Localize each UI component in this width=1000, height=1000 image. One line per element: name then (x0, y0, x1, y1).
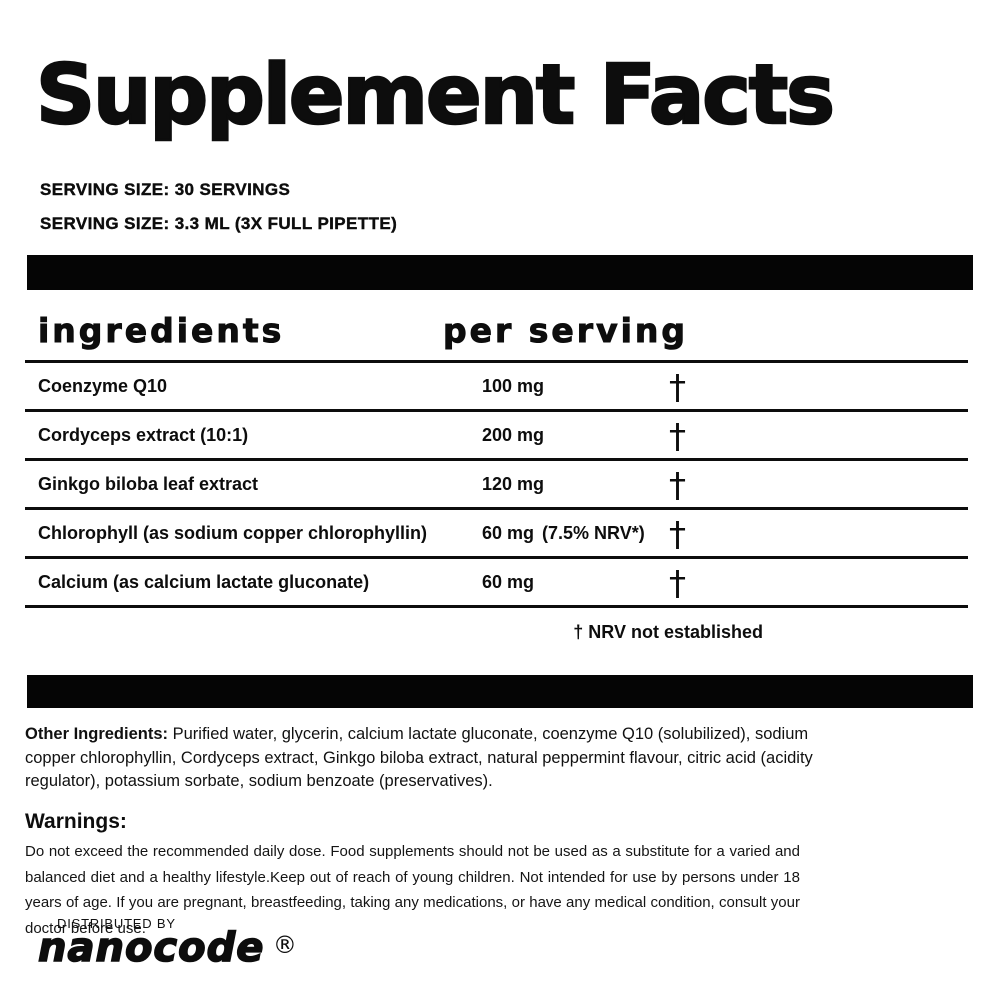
brand-wordmark: nanocode (37, 925, 265, 971)
ingredient-amount-value: 60 mg (482, 522, 535, 543)
column-header-per-serving: per serving (442, 311, 689, 351)
ingredient-name: Ginkgo biloba leaf extract (38, 473, 259, 494)
table-header-row: ingredients per serving (25, 296, 968, 363)
ingredient-amount: 60 mg (482, 571, 535, 592)
ingredient-name: Cordyceps extract (10:1) (38, 424, 249, 445)
ingredient-amount: 100 mg (482, 375, 545, 396)
other-ingredients-label: Other Ingredients: (25, 725, 169, 743)
ingredient-amount: 200 mg (482, 424, 545, 445)
dagger-symbol: † (669, 514, 686, 555)
dagger-symbol: † (669, 465, 686, 506)
nrv-footnote: † NRV not established (573, 622, 763, 642)
registered-trademark-icon: ® (272, 931, 297, 959)
table-row: Coenzyme Q10 100 mg † (25, 363, 968, 412)
column-header-ingredients: ingredients (37, 311, 285, 351)
divider-bar-top (27, 255, 973, 290)
other-ingredients-text: Purified water, glycerin, calcium lactat… (25, 725, 813, 790)
table-row: Cordyceps extract (10:1) 200 mg † (25, 412, 968, 461)
ingredient-amount: 60 mg (7.5% NRV*) (482, 523, 645, 544)
ingredient-name: Coenzyme Q10 (38, 375, 168, 396)
serving-size-servings: SERVING SIZE: 30 SERVINGS (40, 180, 291, 199)
table-row: Ginkgo biloba leaf extract 120 mg † (25, 461, 968, 510)
warnings-paragraph: Do not exceed the recommended daily dose… (25, 843, 800, 937)
ingredients-table: ingredients per serving Coenzyme Q10 100… (25, 296, 968, 654)
label-title: Supplement Facts (35, 48, 836, 143)
distributed-by-label: DISTRIBUTED BY (57, 916, 176, 931)
ingredient-amount: 120 mg (482, 473, 545, 494)
table-row: Chlorophyll (as sodium copper chlorophyl… (25, 510, 968, 559)
other-ingredients-paragraph: Other Ingredients: Purified water, glyce… (25, 723, 833, 794)
ingredient-nrv: (7.5% NRV*) (542, 522, 645, 543)
dagger-symbol: † (669, 367, 686, 408)
warnings-heading: Warnings: (25, 810, 127, 833)
divider-bar-bottom (27, 675, 973, 708)
ingredient-name: Calcium (as calcium lactate gluconate) (38, 571, 370, 592)
dagger-symbol: † (669, 416, 686, 457)
serving-size-volume: SERVING SIZE: 3.3 ML (3X FULL PIPETTE) (40, 214, 398, 233)
footnote-row: † NRV not established (25, 608, 968, 654)
dagger-symbol: † (669, 563, 686, 604)
table-row: Calcium (as calcium lactate gluconate) 6… (25, 559, 968, 608)
brand-logo: nanocode ® (37, 925, 297, 971)
ingredient-name: Chlorophyll (as sodium copper chlorophyl… (38, 522, 428, 543)
